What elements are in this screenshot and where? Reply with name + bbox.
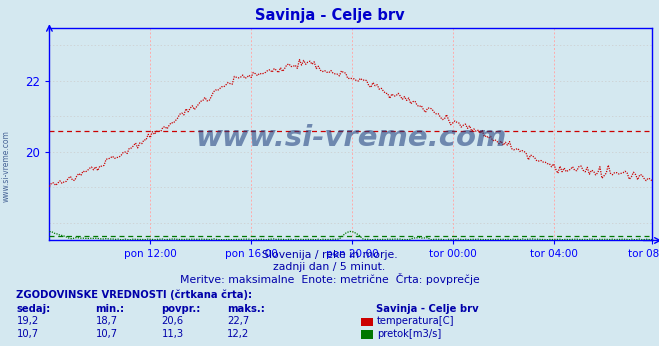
- Text: 10,7: 10,7: [96, 329, 118, 339]
- Text: 18,7: 18,7: [96, 316, 118, 326]
- Text: Savinja - Celje brv: Savinja - Celje brv: [254, 8, 405, 23]
- Text: sedaj:: sedaj:: [16, 304, 51, 313]
- Text: Slovenija / reke in morje.: Slovenija / reke in morje.: [262, 251, 397, 260]
- Text: Meritve: maksimalne  Enote: metrične  Črta: povprečje: Meritve: maksimalne Enote: metrične Črta…: [180, 273, 479, 285]
- Text: www.si-vreme.com: www.si-vreme.com: [2, 130, 11, 202]
- Text: 19,2: 19,2: [16, 316, 39, 326]
- Text: 10,7: 10,7: [16, 329, 39, 339]
- Text: maks.:: maks.:: [227, 304, 265, 313]
- Text: temperatura[C]: temperatura[C]: [377, 316, 455, 326]
- Text: 11,3: 11,3: [161, 329, 184, 339]
- Text: Savinja - Celje brv: Savinja - Celje brv: [376, 304, 478, 313]
- Text: 20,6: 20,6: [161, 316, 184, 326]
- Text: 22,7: 22,7: [227, 316, 250, 326]
- Text: min.:: min.:: [96, 304, 125, 313]
- Text: pretok[m3/s]: pretok[m3/s]: [377, 329, 441, 339]
- Text: zadnji dan / 5 minut.: zadnji dan / 5 minut.: [273, 263, 386, 272]
- Text: 12,2: 12,2: [227, 329, 250, 339]
- Text: povpr.:: povpr.:: [161, 304, 201, 313]
- Text: ZGODOVINSKE VREDNOSTI (črtkana črta):: ZGODOVINSKE VREDNOSTI (črtkana črta):: [16, 290, 252, 300]
- Text: www.si-vreme.com: www.si-vreme.com: [195, 124, 507, 152]
